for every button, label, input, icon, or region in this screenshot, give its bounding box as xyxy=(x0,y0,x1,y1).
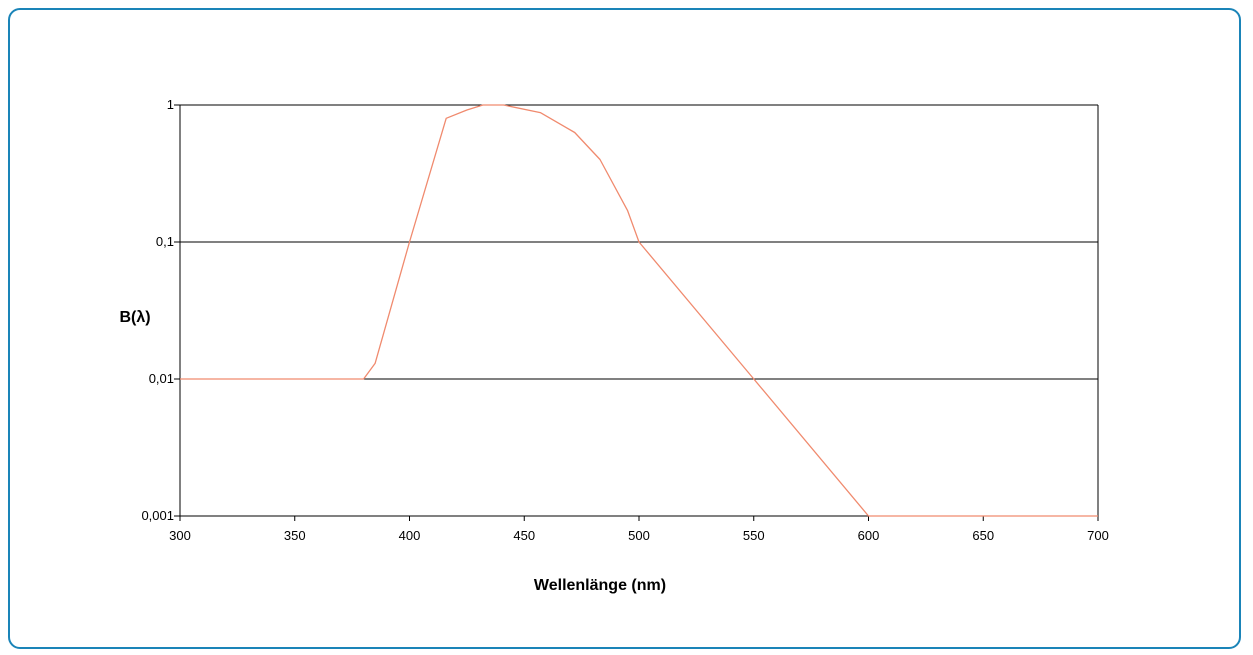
y-axis-title: B(λ) xyxy=(119,309,150,326)
x-tick-label: 300 xyxy=(169,528,191,543)
x-tick-label: 400 xyxy=(399,528,421,543)
x-tick-label: 500 xyxy=(628,528,650,543)
x-tick-label: 600 xyxy=(858,528,880,543)
y-tick-label: 0,01 xyxy=(149,371,174,386)
x-tick-label: 550 xyxy=(743,528,765,543)
series-line xyxy=(180,104,1098,517)
y-tick-label: 0,1 xyxy=(156,234,174,249)
series-layer xyxy=(180,104,1098,517)
x-axis-title: Wellenlänge (nm) xyxy=(534,577,666,594)
x-tick-label: 450 xyxy=(513,528,535,543)
axes xyxy=(179,105,1099,521)
chart-frame xyxy=(8,8,1241,649)
y-tick-label: 1 xyxy=(167,97,174,112)
y-tick-labels: 0,001 0,01 0,1 1 xyxy=(141,97,174,523)
x-tick-label: 350 xyxy=(284,528,306,543)
x-tick-label: 700 xyxy=(1087,528,1109,543)
gridlines xyxy=(174,104,1098,517)
y-tick-label: 0,001 xyxy=(141,508,174,523)
x-tick-labels: 300 350 400 450 500 550 600 650 700 xyxy=(169,528,1109,543)
x-tick-label: 650 xyxy=(972,528,994,543)
